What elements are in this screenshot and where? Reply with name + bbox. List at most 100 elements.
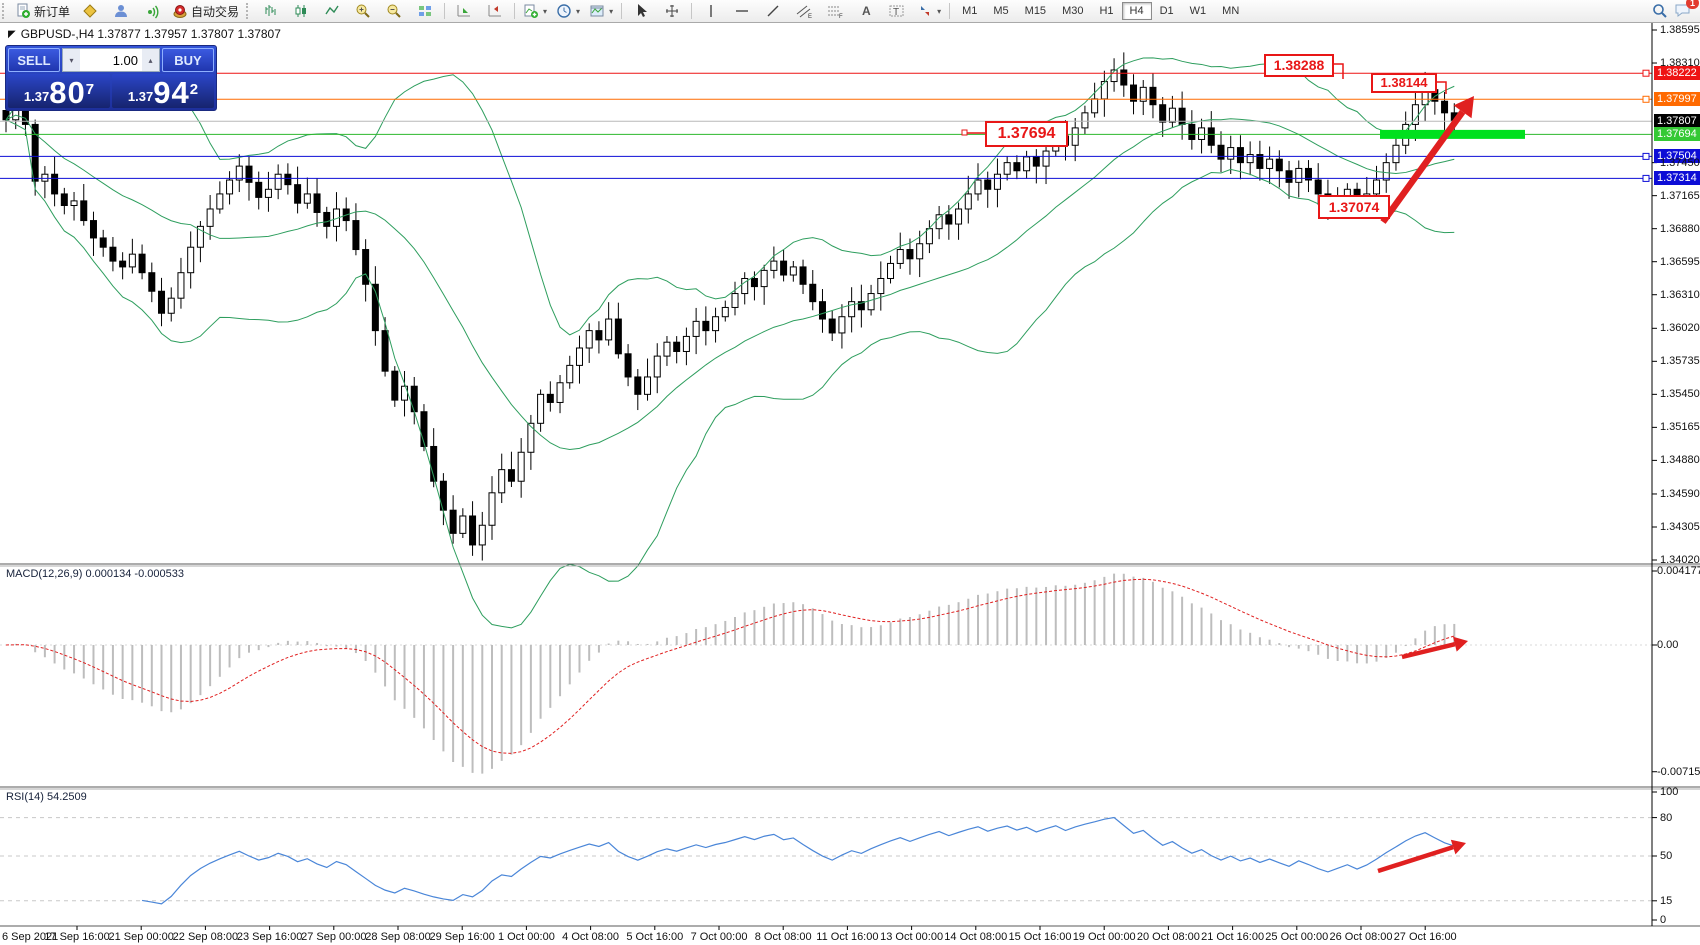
timeframe-h4-button[interactable]: H4 [1121, 2, 1152, 20]
toolbar: 新订单 自动交易 [0, 0, 1700, 23]
timeframe-w1-button[interactable]: W1 [1189, 5, 1207, 17]
timeframe-m15-button[interactable]: M15 [1024, 5, 1047, 17]
auto-trading-button[interactable]: 自动交易 [168, 0, 243, 22]
cursor-icon [638, 4, 648, 17]
timeframe-group: M1 M5 M15 M30 H1 H4 D1 W1 MN [954, 2, 1247, 20]
sell-button[interactable]: SELL [8, 48, 60, 72]
text-icon: A [862, 4, 871, 18]
text-tool-button[interactable]: A [851, 0, 881, 22]
zoom-in-button[interactable] [348, 0, 378, 22]
volume-increase-button[interactable]: ▴ [142, 49, 159, 71]
chart-title-text: GBPUSD-,H4 1.37877 1.37957 1.37807 1.378… [20, 27, 281, 41]
chevron-down-icon: ▾ [576, 6, 581, 16]
candlestick-mode-button[interactable] [286, 0, 316, 22]
vertical-line-icon [710, 5, 712, 17]
search-icon[interactable] [1652, 3, 1668, 19]
chevron-down-icon: ▾ [609, 6, 614, 16]
chart-shift-icon [488, 5, 502, 17]
indicators-button[interactable]: ▾ [519, 0, 551, 22]
timeframe-d1-button[interactable]: D1 [1159, 5, 1174, 17]
periods-button[interactable]: ▾ [552, 0, 584, 22]
tile-windows-button[interactable] [410, 0, 440, 22]
trend-arrow [1380, 96, 1474, 224]
tile-windows-icon [419, 6, 432, 16]
signal-icon [148, 5, 159, 19]
profile-icon [115, 5, 128, 17]
fibonacci-icon: F [828, 6, 843, 19]
chart-title: ◤ GBPUSD-,H4 1.37877 1.37957 1.37807 1.3… [8, 27, 281, 41]
cursor-tool-button[interactable] [626, 0, 656, 22]
chevron-down-icon: ▾ [543, 6, 548, 16]
candlesticks [2, 52, 1458, 561]
buy-price[interactable]: 1.37 94 2 [112, 74, 214, 108]
text-label-tool-button[interactable]: T [882, 0, 912, 22]
vertical-line-tool-button[interactable] [696, 0, 726, 22]
timeframe-mn-button[interactable]: MN [1222, 5, 1240, 17]
rsi-panel [0, 816, 1652, 905]
diamond-icon [83, 4, 97, 18]
sell-price[interactable]: 1.37 80 7 [8, 74, 110, 108]
line-chart-icon [325, 5, 339, 15]
channel-tool-button[interactable]: E [789, 0, 819, 22]
sell-price-big: 80 [49, 75, 86, 110]
highlight-bar [1380, 129, 1525, 139]
auto-trading-label: 自动交易 [191, 4, 240, 19]
toolbar-grip[interactable] [246, 3, 252, 19]
horizontal-line-icon [736, 10, 749, 12]
macd-panel [0, 573, 1652, 774]
arrows-icon [921, 6, 930, 16]
sell-price-prefix: 1.37 [23, 89, 50, 104]
template-icon [590, 5, 604, 17]
toolbar-grip[interactable] [2, 3, 8, 19]
trendline-icon [767, 5, 779, 17]
fibonacci-tool-button[interactable]: F [820, 0, 850, 22]
buy-button[interactable]: BUY [162, 48, 214, 72]
new-order-label: 新订单 [34, 4, 71, 19]
templates-button[interactable]: ▾ [585, 0, 617, 22]
svg-text:E: E [808, 14, 812, 19]
rsi-label: RSI(14) 54.2509 [6, 791, 87, 803]
volume-stepper: ▾ ▴ [62, 48, 160, 72]
clock-icon [557, 4, 571, 18]
timeframe-h1-button[interactable]: H1 [1099, 5, 1114, 17]
crosshair-tool-button[interactable] [657, 0, 687, 22]
buy-price-pip: 2 [189, 81, 199, 98]
buy-price-prefix: 1.37 [127, 89, 154, 104]
auto-scroll-icon [457, 5, 471, 17]
equidistant-channel-icon: E [796, 5, 812, 19]
svg-text:T: T [893, 7, 899, 18]
auto-scroll-button[interactable] [449, 0, 479, 22]
macd-label: MACD(12,26,9) 0.000134 -0.000533 [6, 568, 184, 580]
volume-decrease-button[interactable]: ▾ [63, 49, 80, 71]
one-click-trading-panel: SELL ▾ ▴ BUY 1.37 80 7 1.37 94 2 [5, 45, 217, 111]
trend-arrow [1377, 839, 1466, 874]
buy-price-big: 94 [153, 75, 190, 110]
sell-price-pip: 7 [85, 81, 95, 98]
horizontal-line-tool-button[interactable] [727, 0, 757, 22]
line-chart-mode-button[interactable] [317, 0, 347, 22]
timeframe-m30-button[interactable]: M30 [1062, 5, 1084, 17]
auto-trading-icon [173, 5, 187, 18]
zoom-out-button[interactable] [379, 0, 409, 22]
bar-chart-mode-button[interactable] [255, 0, 285, 22]
zoom-in-icon [356, 4, 370, 18]
signals-button[interactable] [137, 0, 167, 22]
svg-text:A: A [862, 4, 871, 18]
volume-input[interactable] [80, 49, 142, 71]
new-order-button[interactable]: 新订单 [11, 0, 74, 22]
timeframe-m5-button[interactable]: M5 [993, 5, 1009, 17]
arrows-tool-button[interactable]: ▾ [913, 0, 945, 22]
symbols-button[interactable] [75, 0, 105, 22]
notifications-button[interactable]: 1 [1674, 0, 1699, 21]
svg-text:F: F [839, 14, 843, 19]
chart-shift-button[interactable] [480, 0, 510, 22]
trendline-tool-button[interactable] [758, 0, 788, 22]
timeframe-m1-button[interactable]: M1 [962, 5, 978, 17]
candlestick-icon [295, 5, 307, 17]
crosshair-icon [666, 5, 679, 17]
depth-of-market-button[interactable] [106, 0, 136, 22]
zoom-out-icon [387, 4, 401, 18]
text-label-icon: T [889, 5, 904, 18]
